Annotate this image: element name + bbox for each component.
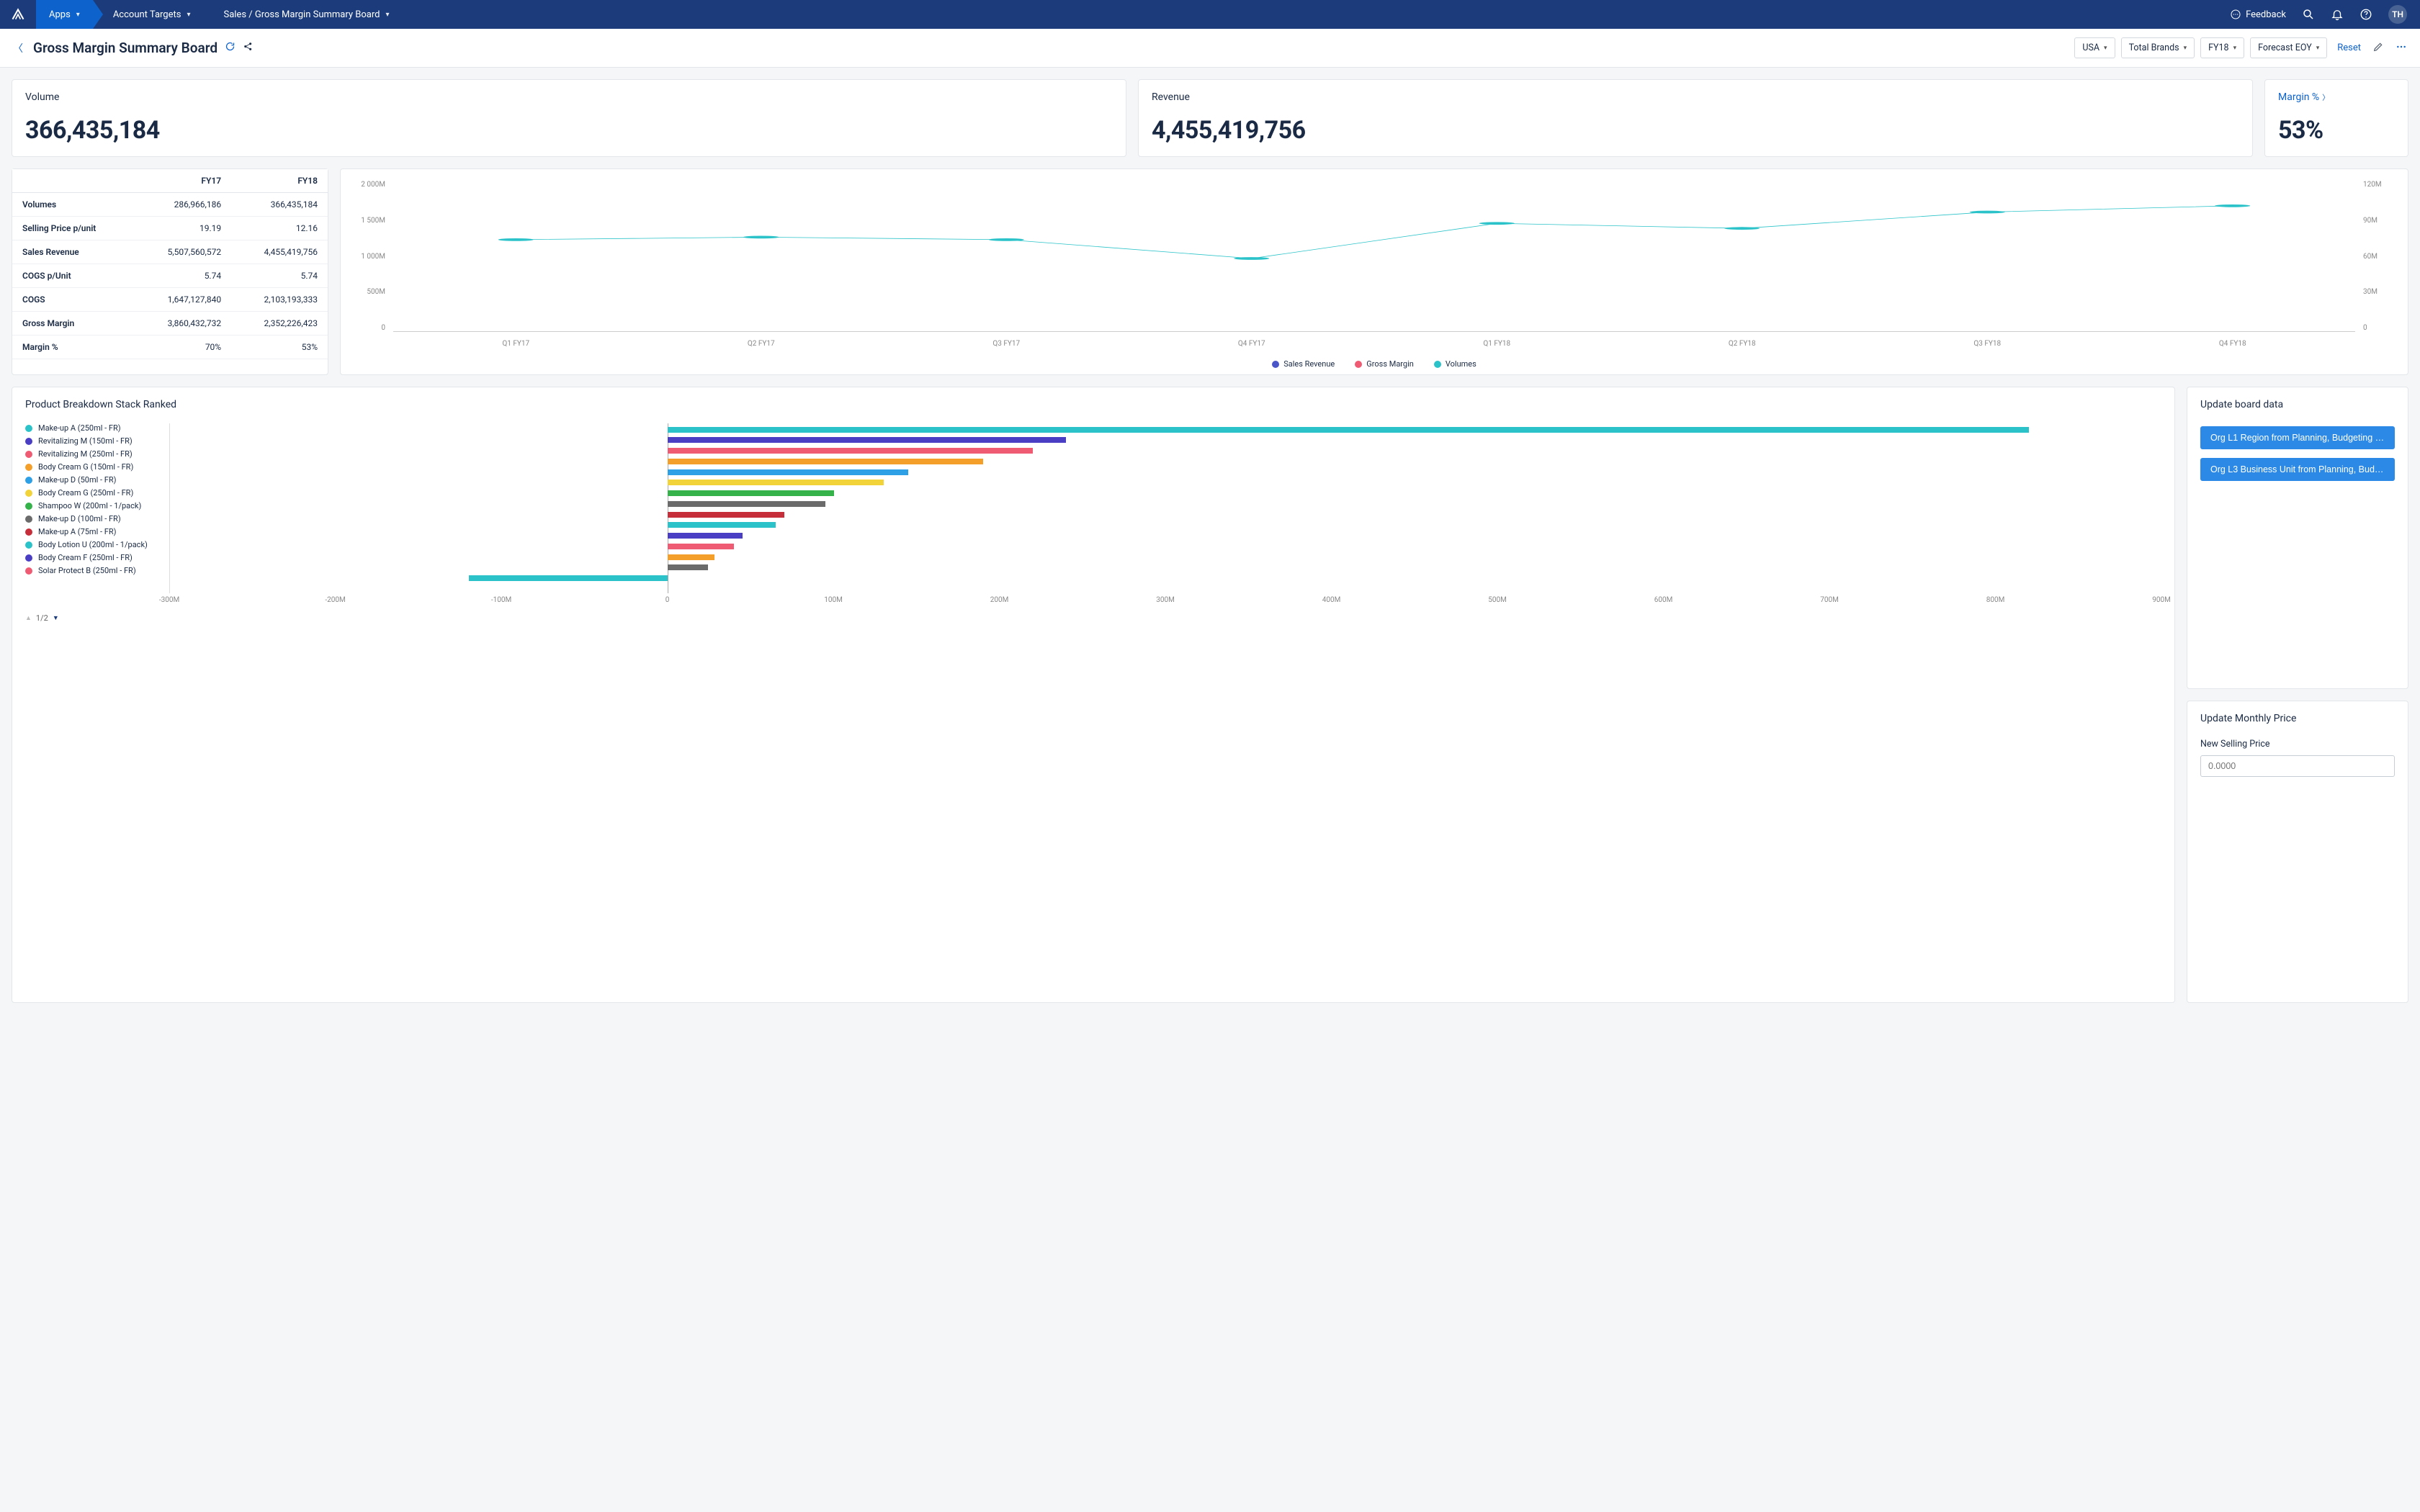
back-button[interactable]: 〈 — [13, 41, 23, 55]
page-header: 〈 Gross Margin Summary Board USA▾ Total … — [0, 29, 2420, 68]
reset-button[interactable]: Reset — [2337, 42, 2361, 53]
table-row: Volumes286,966,186366,435,184 — [12, 193, 328, 217]
kpi-value: 366,435,184 — [25, 116, 1113, 145]
help-button[interactable] — [2360, 8, 2372, 21]
table-row: COGS1,647,127,8402,103,193,333 — [12, 288, 328, 312]
table-row: Selling Price p/unit19.1912.16 — [12, 217, 328, 240]
pager[interactable]: ▲ 1/2 ▼ — [25, 613, 2161, 623]
chevron-down-icon: ▾ — [385, 11, 389, 19]
legend-item[interactable]: Revitalizing M (250ml - FR) — [25, 449, 169, 459]
legend-item[interactable]: Revitalizing M (150ml - FR) — [25, 436, 169, 446]
update-monthly-price-panel: Update Monthly Price New Selling Price — [2187, 701, 2408, 1003]
kpi-margin[interactable]: Margin %〉 53% — [2264, 79, 2408, 157]
chart-legend: Sales Revenue Gross Margin Volumes — [354, 359, 2395, 369]
table-row: Margin %70%53% — [12, 336, 328, 359]
topbar: Apps▾ Account Targets▾ Sales / Gross Mar… — [0, 0, 2420, 29]
legend-item[interactable]: Make-up A (75ml - FR) — [25, 527, 169, 536]
edit-icon[interactable] — [2372, 41, 2384, 55]
kpi-label: Revenue — [1152, 91, 2239, 103]
feedback-button[interactable]: Feedback — [2230, 9, 2286, 20]
legend-item[interactable]: Solar Protect B (250ml - FR) — [25, 566, 169, 575]
legend-item[interactable]: Make-up D (100ml - FR) — [25, 514, 169, 523]
share-icon[interactable] — [243, 41, 254, 55]
notifications-button[interactable] — [2331, 8, 2344, 21]
org-l1-region-button[interactable]: Org L1 Region from Planning, Budgeting &… — [2200, 426, 2395, 449]
chevron-down-icon: ▾ — [76, 11, 80, 19]
avatar[interactable]: TH — [2388, 5, 2407, 24]
kpi-volume: Volume 366,435,184 — [12, 79, 1126, 157]
kpi-label: Volume — [25, 91, 1113, 103]
legend-item[interactable]: Body Cream G (250ml - FR) — [25, 488, 169, 498]
help-icon — [2360, 8, 2372, 21]
update-board-data-panel: Update board data Org L1 Region from Pla… — [2187, 387, 2408, 689]
card-title: Update board data — [2200, 399, 2395, 410]
card-title: Update Monthly Price — [2200, 713, 2395, 724]
feedback-icon — [2230, 9, 2241, 20]
input-label: New Selling Price — [2200, 739, 2395, 750]
legend-item[interactable]: Body Cream G (150ml - FR) — [25, 462, 169, 472]
search-button[interactable] — [2302, 8, 2315, 21]
bell-icon — [2331, 8, 2344, 21]
nav-tab-apps[interactable]: Apps▾ — [36, 0, 93, 29]
refresh-icon[interactable] — [225, 41, 236, 55]
filter-year[interactable]: FY18▾ — [2200, 37, 2244, 58]
product-breakdown-card: Product Breakdown Stack Ranked Make-up A… — [12, 387, 2175, 1003]
search-icon — [2302, 8, 2315, 21]
fy-comparison-table: FY17FY18Volumes286,966,186366,435,184Sel… — [12, 168, 328, 375]
table-row: Gross Margin3,860,432,7322,352,226,423 — [12, 312, 328, 336]
more-icon[interactable] — [2396, 41, 2407, 55]
chevron-right-icon: 〉 — [2322, 94, 2329, 102]
org-l3-bu-button[interactable]: Org L3 Business Unit from Planning, Budg… — [2200, 458, 2395, 481]
legend-item[interactable]: Body Lotion U (200ml - 1/pack) — [25, 540, 169, 549]
kpi-value: 4,455,419,756 — [1152, 116, 2239, 145]
page-title: Gross Margin Summary Board — [33, 40, 218, 56]
legend-item[interactable]: Shampoo W (200ml - 1/pack) — [25, 501, 169, 510]
nav-tab-sales-board[interactable]: Sales / Gross Margin Summary Board▾ — [203, 0, 402, 29]
filter-region[interactable]: USA▾ — [2074, 37, 2115, 58]
legend-item[interactable]: Body Cream F (250ml - FR) — [25, 553, 169, 562]
kpi-value: 53% — [2278, 116, 2395, 145]
new-selling-price-input[interactable] — [2200, 755, 2395, 777]
kpi-revenue: Revenue 4,455,419,756 — [1138, 79, 2253, 157]
kpi-label-link[interactable]: Margin %〉 — [2278, 91, 2395, 103]
table-row: COGS p/Unit5.745.74 — [12, 264, 328, 288]
quarterly-chart: 0500M1 000M1 500M2 000M 030M60M90M120M Q… — [340, 168, 2408, 375]
filter-brand[interactable]: Total Brands▾ — [2121, 37, 2195, 58]
app-logo[interactable] — [0, 0, 36, 29]
table-row: Sales Revenue5,507,560,5724,455,419,756 — [12, 240, 328, 264]
card-title: Product Breakdown Stack Ranked — [25, 399, 2161, 410]
nav-tab-account-targets[interactable]: Account Targets▾ — [93, 0, 204, 29]
legend-item[interactable]: Make-up A (250ml - FR) — [25, 423, 169, 433]
legend-item[interactable]: Make-up D (50ml - FR) — [25, 475, 169, 485]
chevron-down-icon: ▾ — [187, 11, 190, 19]
filter-bar: USA▾ Total Brands▾ FY18▾ Forecast EOY▾ R… — [2074, 37, 2361, 58]
filter-scenario[interactable]: Forecast EOY▾ — [2250, 37, 2327, 58]
